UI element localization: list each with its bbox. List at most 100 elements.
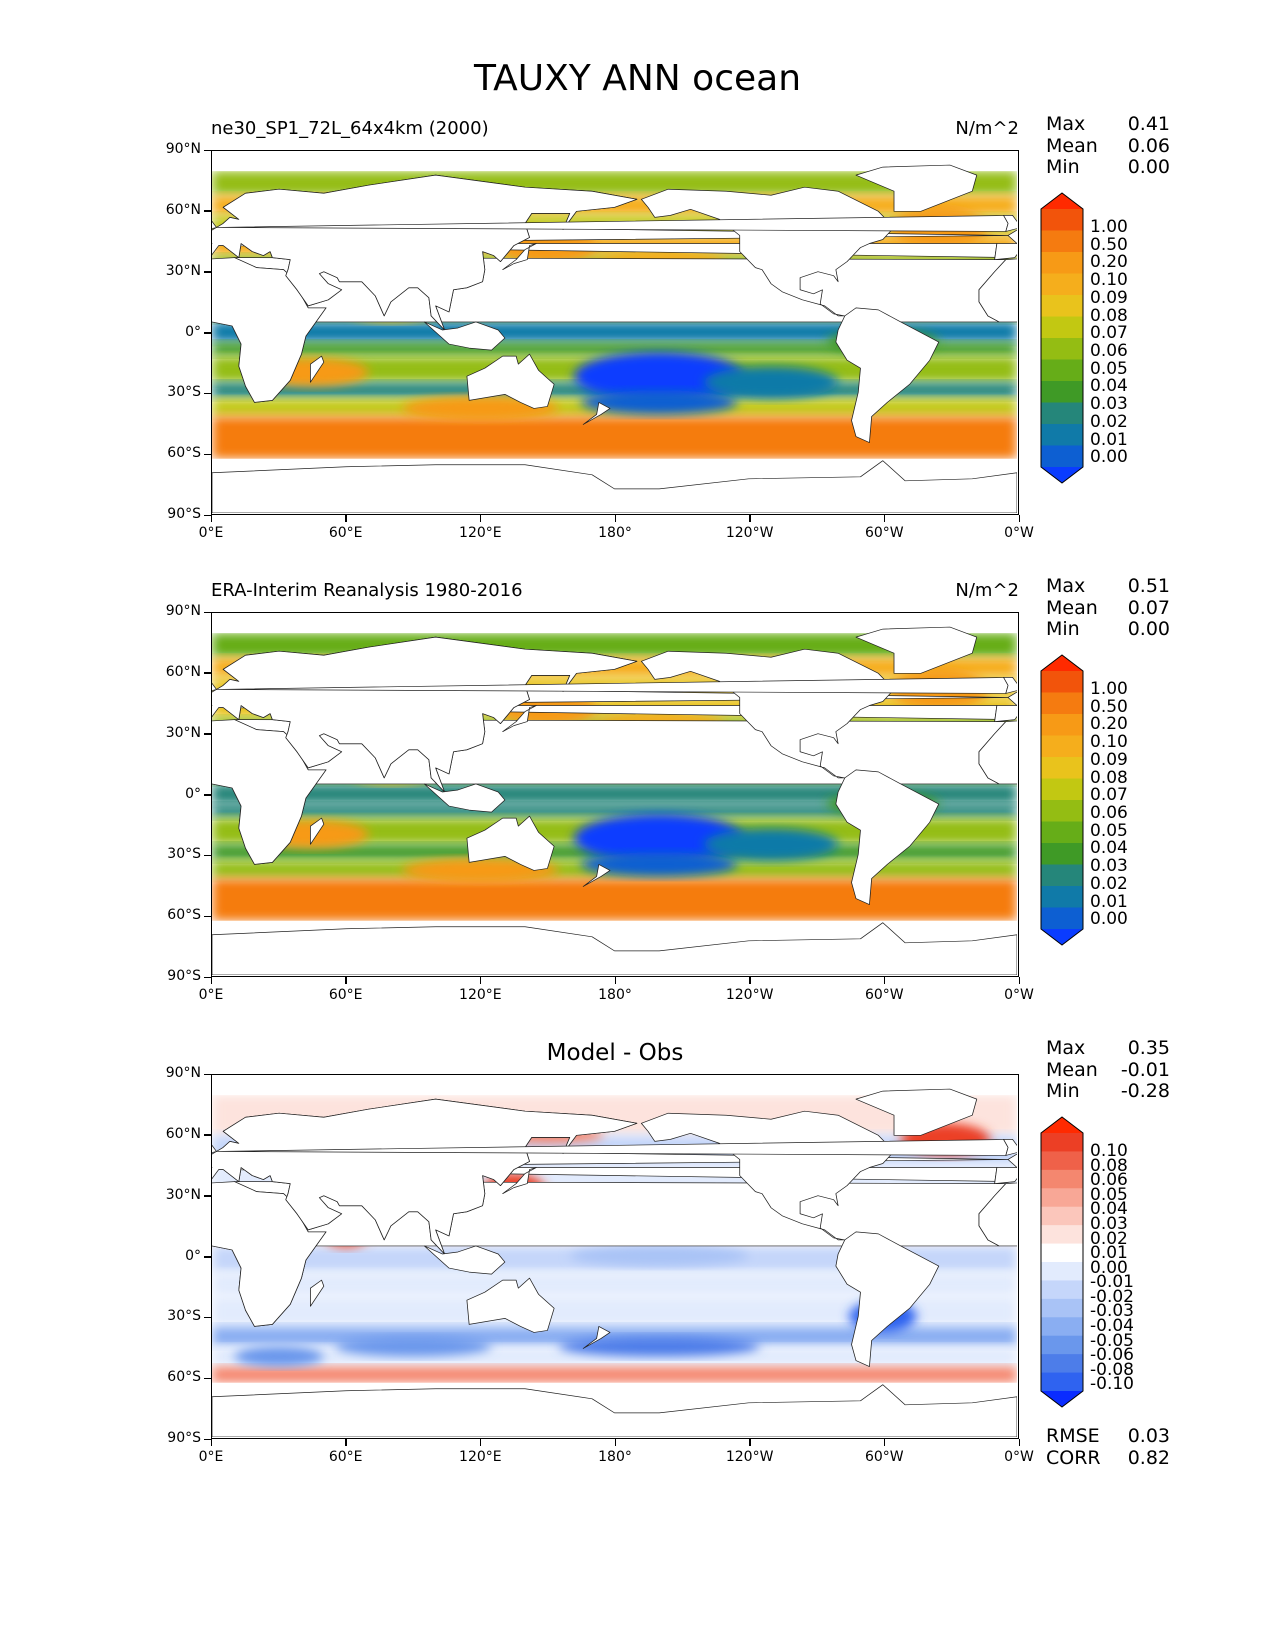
- colorbar-tick-label: 0.02: [1090, 873, 1128, 894]
- colorbar-tick-label: 0.01: [1090, 891, 1128, 912]
- colorbar-swatch: [1041, 778, 1083, 801]
- landmass-indonesia: [424, 321, 506, 351]
- stat-label-mean: Mean: [1046, 1058, 1098, 1081]
- landmass-eurasia: [994, 1153, 1017, 1184]
- lon-tick: [479, 1439, 482, 1446]
- field-band: [212, 878, 1017, 921]
- colorbar-tick-label: 0.07: [1090, 785, 1128, 806]
- colorbar-swatch: [1041, 295, 1083, 317]
- stat-value-mean: 0.06: [1127, 134, 1170, 157]
- colorbar-swatch: [1041, 1317, 1083, 1337]
- lat-tick: [204, 271, 211, 273]
- colorbar-outline: [1040, 1116, 1084, 1408]
- lat-tick: [204, 392, 211, 395]
- map-canvas: [212, 626, 1017, 975]
- colorbar-tick-label: 0.00: [1090, 909, 1128, 930]
- lon-tick: [749, 515, 751, 522]
- landmass-uk: [212, 220, 217, 229]
- lon-tick: [614, 515, 616, 522]
- colorbar-tick-label: -0.03: [1090, 1301, 1134, 1322]
- lon-tick-label: 0°E: [198, 525, 224, 541]
- colorbar-swatch: [1041, 1262, 1083, 1281]
- units-label: N/m^2: [955, 580, 1019, 601]
- landmass-eurasia: [212, 636, 638, 793]
- lat-tick-label: 30°S: [167, 1308, 201, 1325]
- lat-tick: [204, 453, 211, 456]
- landmass-japan: [502, 243, 537, 271]
- lat-tick-label: 90°S: [167, 1430, 201, 1446]
- stat-label-rmse: RMSE: [1046, 1425, 1100, 1447]
- lon-tick-label: 180°: [598, 1449, 632, 1465]
- colorbar-swatch: [1041, 424, 1083, 446]
- colorbar-swatch: [1041, 757, 1083, 779]
- lat-tick-label: 60°N: [165, 663, 201, 680]
- lon-tick-label: 60°E: [328, 1449, 363, 1465]
- lat-tick: [204, 1256, 211, 1258]
- panel-title: ne30_SP1_72L_64x4km (2000): [211, 118, 489, 139]
- lat-tick-label: 30°S: [167, 384, 201, 401]
- colorbar-tick-label: -0.04: [1090, 1316, 1134, 1337]
- lon-tick: [883, 977, 886, 984]
- colorbar-tick-label: 0.10: [1090, 1141, 1128, 1161]
- lat-tick-label: 90°N: [165, 603, 201, 619]
- landmass-uk: [212, 1144, 217, 1153]
- field-band: [212, 1366, 1017, 1383]
- colorbar-tick-label: 0.02: [1090, 1228, 1128, 1249]
- colorbar-swatch: [1041, 1372, 1083, 1392]
- colorbar-tick-label: 0.08: [1090, 767, 1128, 788]
- lon-tick: [883, 1439, 886, 1446]
- colorbar-swatch: [1041, 338, 1083, 360]
- landmass-madagascar: [309, 817, 325, 845]
- colorbar-swatch: [1041, 821, 1083, 844]
- lat-tick-label: 90°S: [167, 506, 201, 522]
- stat-label-max: Max: [1046, 1037, 1086, 1059]
- lat-tick: [204, 733, 211, 735]
- colorbar-swatch: [1041, 359, 1083, 382]
- lat-tick-label: 30°N: [165, 724, 201, 741]
- colorbar-swatch: [1041, 1243, 1083, 1263]
- colorbar-swatch: [1041, 886, 1083, 908]
- stat-value-max: 0.41: [1127, 113, 1170, 135]
- landmass-indonesia: [424, 783, 506, 813]
- lat-tick-label: 60°S: [167, 907, 201, 924]
- landmass-japan: [502, 1167, 537, 1195]
- colorbar: [1040, 192, 1084, 484]
- landmass-eurasia: [994, 229, 1017, 260]
- field-band: [212, 342, 1017, 357]
- lat-tick-label: 90°N: [165, 141, 201, 157]
- colorbar-swatch: [1041, 1298, 1083, 1318]
- landmass-indonesia: [424, 1245, 506, 1275]
- lon-tick: [345, 1439, 347, 1446]
- field-anomaly: [703, 828, 839, 861]
- lon-tick: [479, 515, 482, 522]
- map-panel: [211, 1074, 1019, 1439]
- lat-tick: [204, 514, 211, 516]
- lon-tick-label: 120°W: [725, 987, 774, 1003]
- stat-value-min: 0.00: [1127, 618, 1170, 640]
- field-band: [212, 321, 1017, 343]
- colorbar: [1040, 654, 1084, 946]
- stat-value-corr: 0.82: [1127, 1446, 1170, 1469]
- landmass-australia: [466, 353, 555, 409]
- colorbar-swatch: [1041, 230, 1083, 253]
- landmass-antarctica: [212, 1384, 1017, 1437]
- colorbar-tick-label: 0.08: [1090, 305, 1128, 326]
- colorbar-outline: [1040, 654, 1084, 946]
- colorbar-swatch: [1041, 273, 1083, 296]
- lon-tick-label: 0°E: [198, 1449, 224, 1465]
- map-panel: [211, 150, 1019, 515]
- lon-tick-label: 180°: [598, 987, 632, 1003]
- colorbar-swatch: [1041, 692, 1083, 715]
- stat-value-rmse: 0.03: [1127, 1425, 1170, 1447]
- stat-label-mean: Mean: [1046, 134, 1098, 157]
- landmass-madagascar: [309, 1279, 325, 1307]
- lat-tick-label: 60°N: [165, 201, 201, 218]
- lon-tick-label: 60°E: [328, 525, 363, 541]
- stat-label-corr: CORR: [1046, 1446, 1101, 1469]
- lat-tick: [204, 1316, 211, 1319]
- colorbar-swatch: [1041, 316, 1083, 339]
- colorbar-swatch: [1041, 1169, 1083, 1189]
- map-canvas: [212, 164, 1017, 513]
- colorbar-tick-label: 0.02: [1090, 411, 1128, 432]
- lon-tick: [1018, 977, 1020, 984]
